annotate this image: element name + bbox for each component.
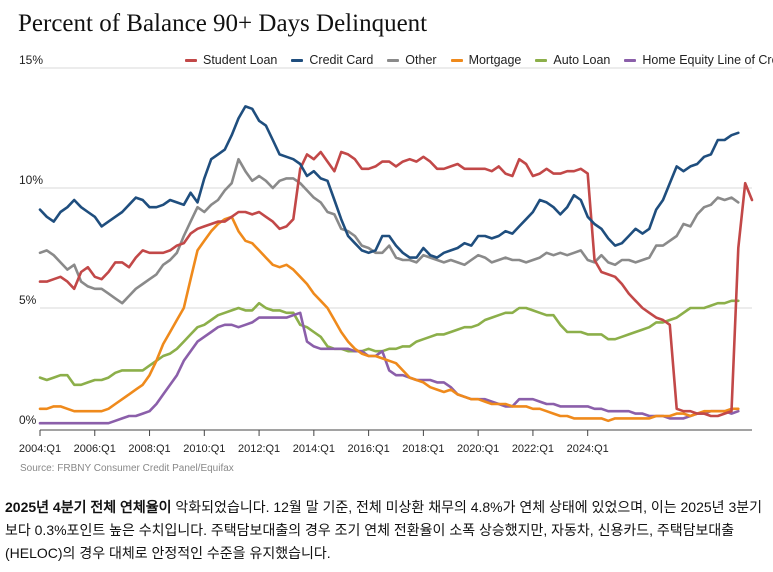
chart-source: Source: FRBNY Consumer Credit Panel/Equi…: [20, 463, 234, 474]
y-tick-label: 10%: [19, 173, 43, 187]
legend-item-mortgage: Mortgage: [450, 53, 522, 67]
legend-swatch: [291, 58, 304, 62]
series-line-mortgage: [38, 215, 740, 423]
caption-text: 악화되었습니다. 12월 말 기준, 전체 미상환 채무의 4.8%가 연체 상…: [5, 499, 762, 561]
legend-swatch: [450, 58, 463, 62]
x-tick-label: 2006:Q1: [74, 443, 116, 455]
x-tick-label: 2018:Q1: [402, 443, 444, 455]
series-line-other: [38, 157, 740, 305]
x-tick-label: 2016:Q1: [348, 443, 390, 455]
legend-swatch: [387, 58, 400, 62]
series-line-credit-card: [38, 105, 740, 259]
legend-label: Credit Card: [309, 53, 374, 67]
y-tick-label: 5%: [19, 293, 37, 307]
x-tick-label: 2012:Q1: [238, 443, 280, 455]
x-tick-label: 2014:Q1: [293, 443, 335, 455]
legend-swatch: [185, 58, 197, 62]
legend-item-heloc: Home Equity Line of Credit: [624, 53, 773, 67]
series-line-home-equity-line-of-credit: [38, 311, 740, 425]
y-tick-label: 0%: [19, 413, 37, 427]
y-tick-label: 15%: [19, 53, 43, 67]
legend-swatch: [535, 58, 548, 62]
legend-label: Auto Loan: [553, 53, 611, 67]
legend-item-credit-card: Credit Card: [291, 53, 373, 67]
legend-item-auto-loan: Auto Loan: [535, 53, 610, 67]
legend-item-student-loan: Student Loan: [185, 53, 277, 67]
legend-label: Home Equity Line of Credit: [642, 53, 773, 67]
legend-label: Student Loan: [203, 53, 278, 67]
chart-legend: Student Loan Credit Card Other Mortgage …: [185, 53, 773, 67]
legend-label: Mortgage: [468, 53, 522, 67]
delinquency-line-chart: 0% 5% 10% 15% 2004:Q1 2006:Q1 2008:Q1 2010:Q1 20…: [19, 53, 754, 455]
series-line-student-loan: [38, 150, 754, 418]
x-tick-label: 2010:Q1: [183, 443, 225, 455]
x-tick-label: 2022:Q1: [512, 443, 554, 455]
caption-bold: 2025년 4분기 전체 연체율이: [5, 499, 172, 515]
legend-item-other: Other: [387, 53, 437, 67]
x-tick-label: 2004:Q1: [19, 443, 61, 455]
legend-label: Other: [405, 53, 437, 67]
legend-swatch: [624, 58, 637, 62]
x-tick-label: 2024:Q1: [567, 443, 609, 455]
x-tick-label: 2008:Q1: [128, 443, 170, 455]
series-line-auto-loan: [38, 299, 740, 387]
chart-title: Percent of Balance 90+ Days Delinquent: [18, 10, 428, 37]
x-tick-label: 2020:Q1: [457, 443, 499, 455]
summary-caption: 2025년 4분기 전체 연체율이 악화되었습니다. 12월 말 기준, 전체 …: [5, 496, 768, 565]
